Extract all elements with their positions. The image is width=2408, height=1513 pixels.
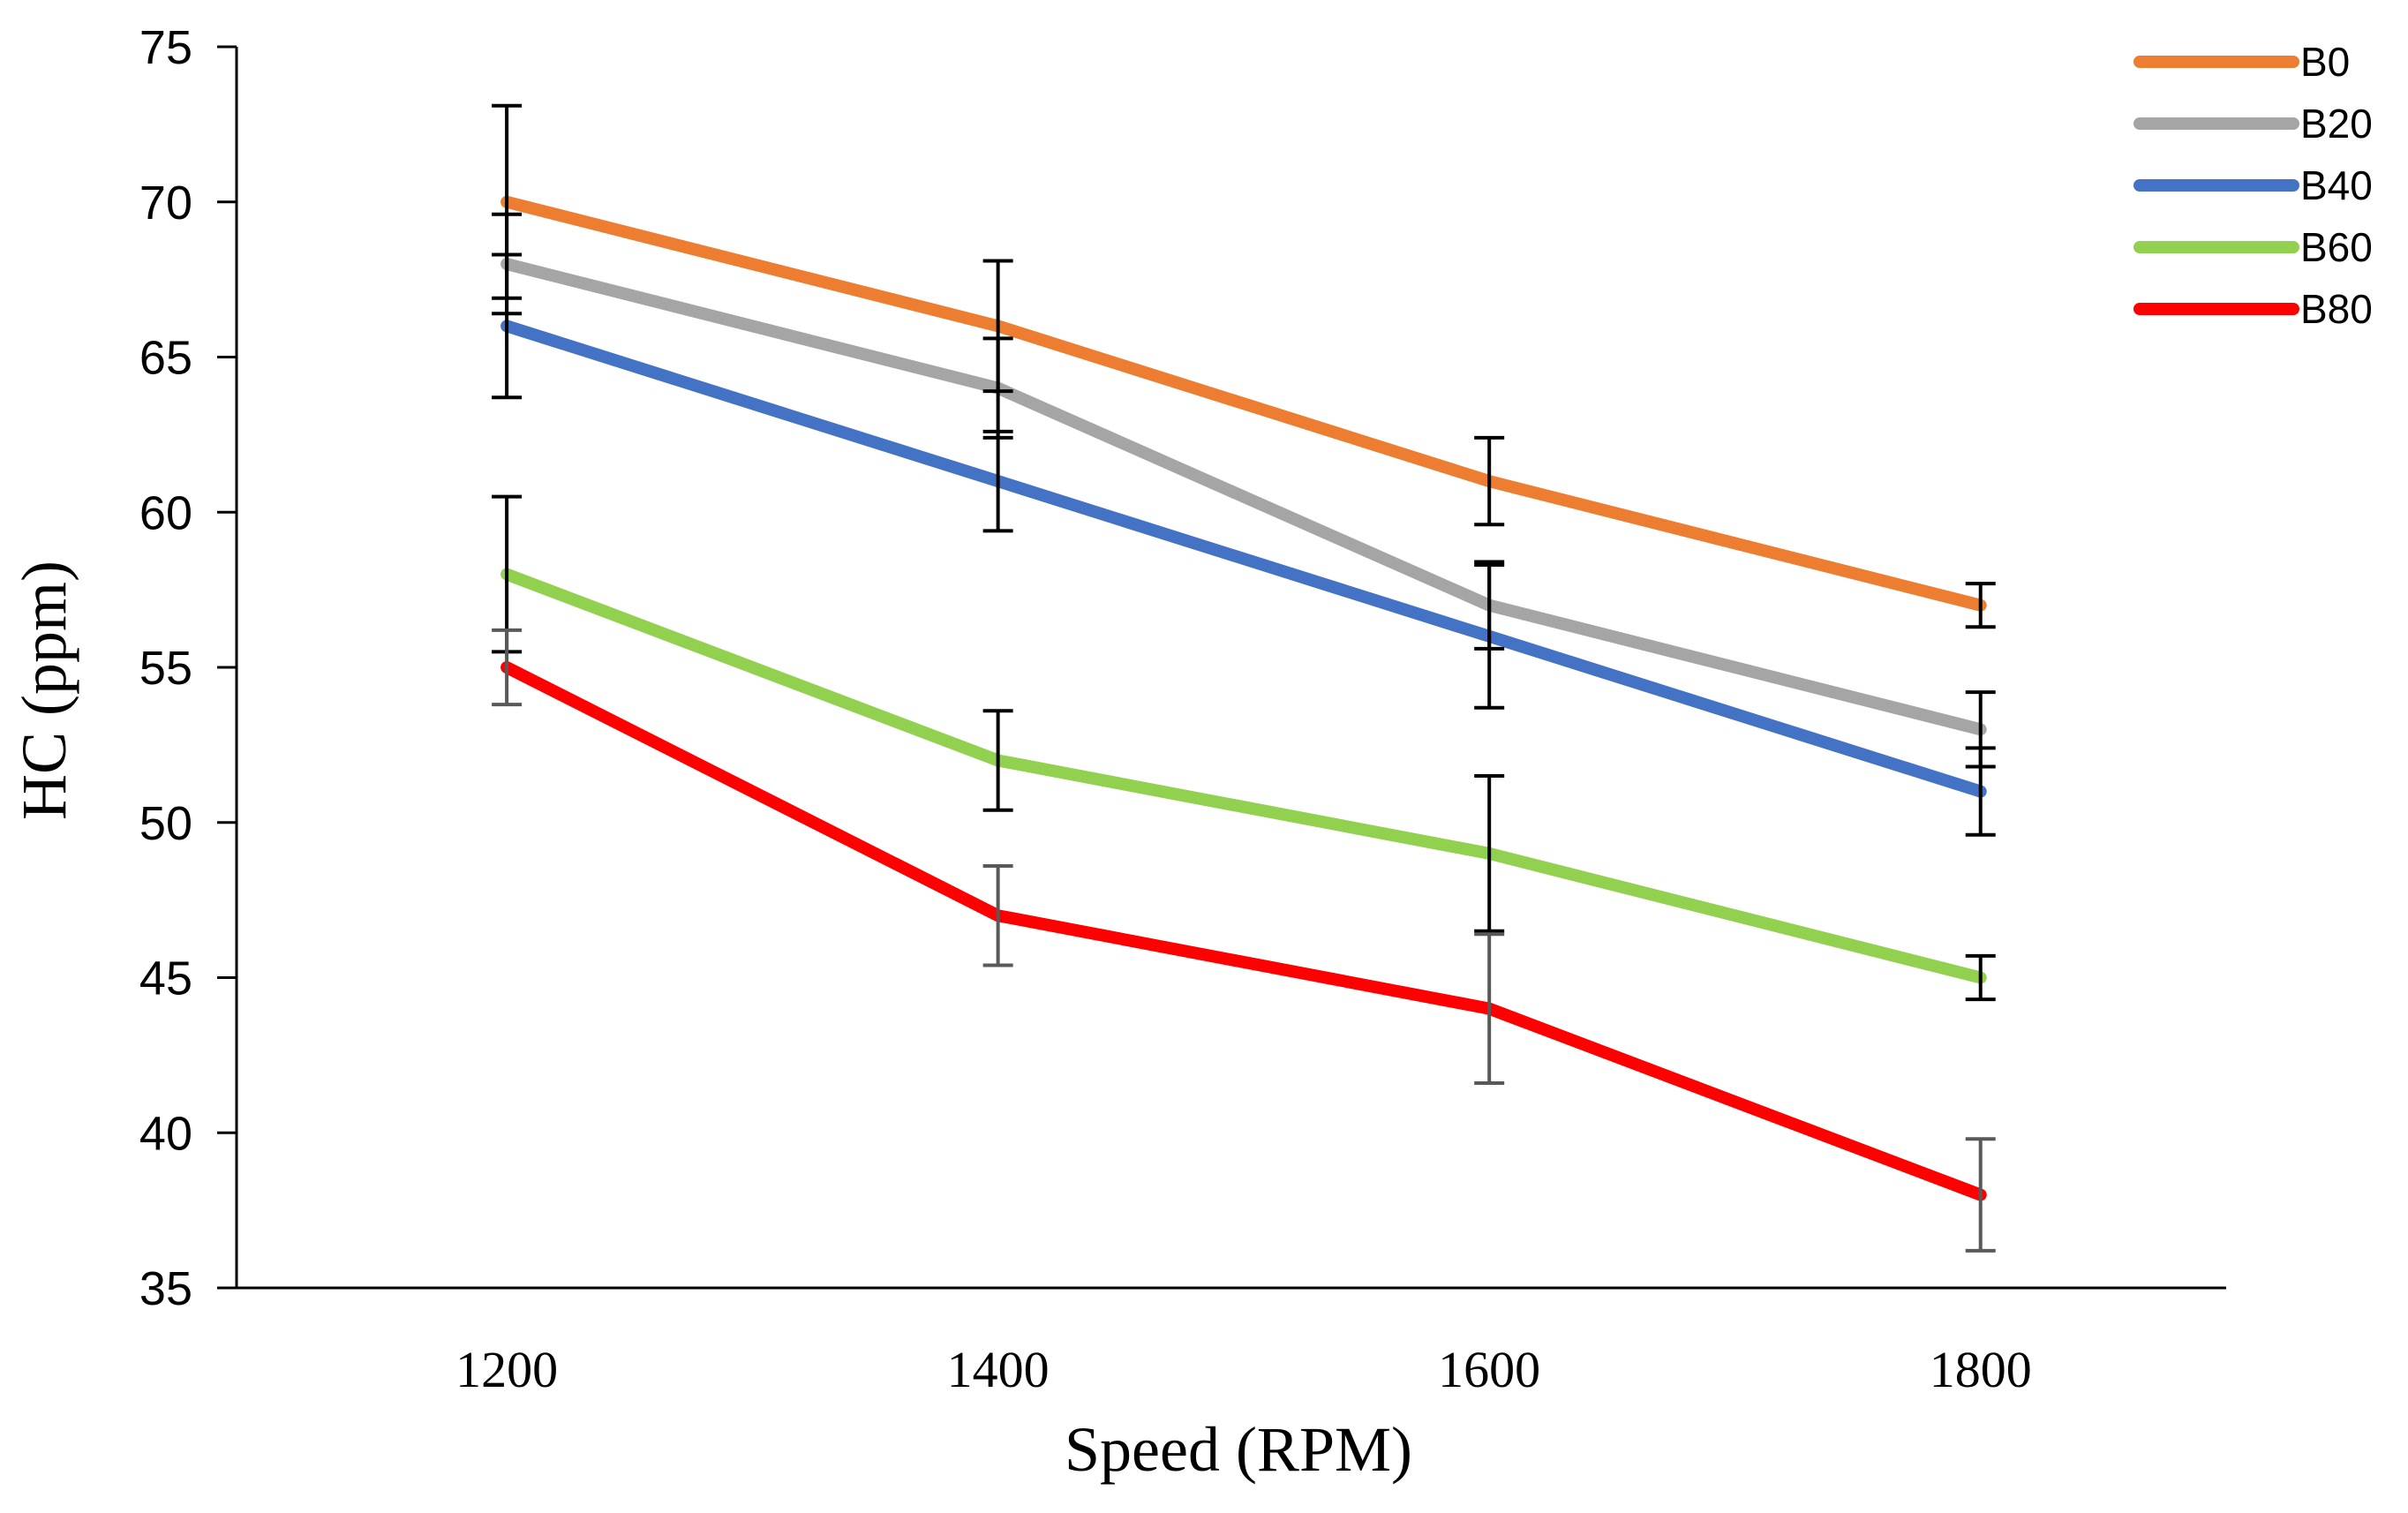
error-bar-b0 bbox=[1965, 582, 1996, 629]
y-tick-label: 60 bbox=[139, 486, 192, 539]
series-line-b20 bbox=[500, 258, 1987, 736]
series-line-b0 bbox=[500, 195, 1987, 612]
error-bar-b80 bbox=[982, 863, 1013, 967]
y-tick-label: 50 bbox=[139, 797, 192, 850]
y-tick-label: 65 bbox=[139, 332, 192, 385]
y-tick-label: 35 bbox=[139, 1262, 192, 1315]
y-tick-label: 45 bbox=[139, 952, 192, 1005]
x-tick-label: 1200 bbox=[455, 1341, 558, 1398]
error-bar-b60 bbox=[1965, 953, 1996, 1002]
error-bar-b0 bbox=[1474, 435, 1505, 527]
legend-label-b80: B80 bbox=[2300, 286, 2373, 332]
error-bar-b80 bbox=[1474, 932, 1505, 1086]
legend: B0 B20 B40 B60 B80 bbox=[2133, 39, 2373, 332]
series-lines bbox=[500, 195, 1987, 1201]
series-line-b60 bbox=[500, 568, 1987, 984]
y-tick-label: 40 bbox=[139, 1107, 192, 1160]
error-bar-b80 bbox=[1965, 1137, 1996, 1253]
error-bar-b40 bbox=[1965, 746, 1996, 837]
error-bar-b40 bbox=[492, 252, 523, 400]
error-bar-b60 bbox=[1474, 774, 1505, 933]
x-axis-title: Speed (RPM) bbox=[1065, 1414, 1412, 1485]
axes: 35 40 45 50 55 60 65 70 75 1200 1400 1600 1800 bbox=[139, 21, 2226, 1398]
series-line-b80 bbox=[500, 661, 1987, 1201]
y-tick-label: 75 bbox=[139, 21, 192, 74]
legend-label-b60: B60 bbox=[2300, 224, 2373, 270]
legend-label-b40: B40 bbox=[2300, 162, 2373, 208]
series-line-b40 bbox=[500, 320, 1987, 798]
error-bar-b40 bbox=[982, 429, 1013, 533]
y-tick-label: 70 bbox=[139, 177, 192, 230]
y-tick-label: 55 bbox=[139, 642, 192, 695]
y-axis-title: HC (ppm) bbox=[9, 561, 79, 820]
error-bar-b40 bbox=[1474, 563, 1505, 710]
error-bar-b80 bbox=[492, 628, 523, 707]
x-tick-label: 1400 bbox=[947, 1341, 1050, 1398]
x-tick-label: 1800 bbox=[1930, 1341, 2032, 1398]
error-bar-b60 bbox=[982, 709, 1013, 812]
legend-label-b20: B20 bbox=[2300, 101, 2373, 147]
error-bars bbox=[492, 103, 1996, 1253]
x-tick-label: 1600 bbox=[1438, 1341, 1540, 1398]
legend-label-b0: B0 bbox=[2300, 39, 2350, 85]
